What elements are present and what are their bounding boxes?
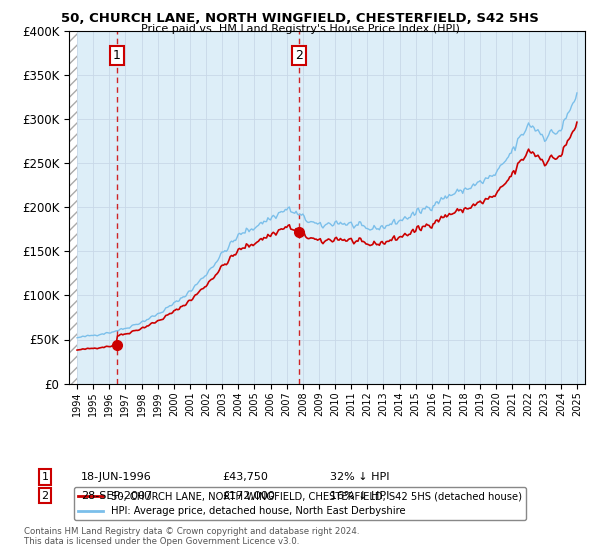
Text: Contains HM Land Registry data © Crown copyright and database right 2024.
This d: Contains HM Land Registry data © Crown c… [24,526,359,546]
Text: 2: 2 [295,49,302,62]
Bar [69,31,77,384]
Text: £43,750: £43,750 [222,472,268,482]
Text: 16% ↓ HPI: 16% ↓ HPI [330,491,389,501]
Text: 2: 2 [41,491,49,501]
Text: 1: 1 [41,472,49,482]
Text: £172,000: £172,000 [222,491,275,501]
Legend: 50, CHURCH LANE, NORTH WINGFIELD, CHESTERFIELD, S42 5HS (detached house), HPI: A: 50, CHURCH LANE, NORTH WINGFIELD, CHESTE… [74,487,526,520]
Text: 28-SEP-2007: 28-SEP-2007 [81,491,152,501]
Text: 50, CHURCH LANE, NORTH WINGFIELD, CHESTERFIELD, S42 5HS: 50, CHURCH LANE, NORTH WINGFIELD, CHESTE… [61,12,539,25]
Text: 32% ↓ HPI: 32% ↓ HPI [330,472,389,482]
Text: 1: 1 [113,49,121,62]
Text: Price paid vs. HM Land Registry's House Price Index (HPI): Price paid vs. HM Land Registry's House … [140,24,460,34]
Text: 18-JUN-1996: 18-JUN-1996 [81,472,152,482]
